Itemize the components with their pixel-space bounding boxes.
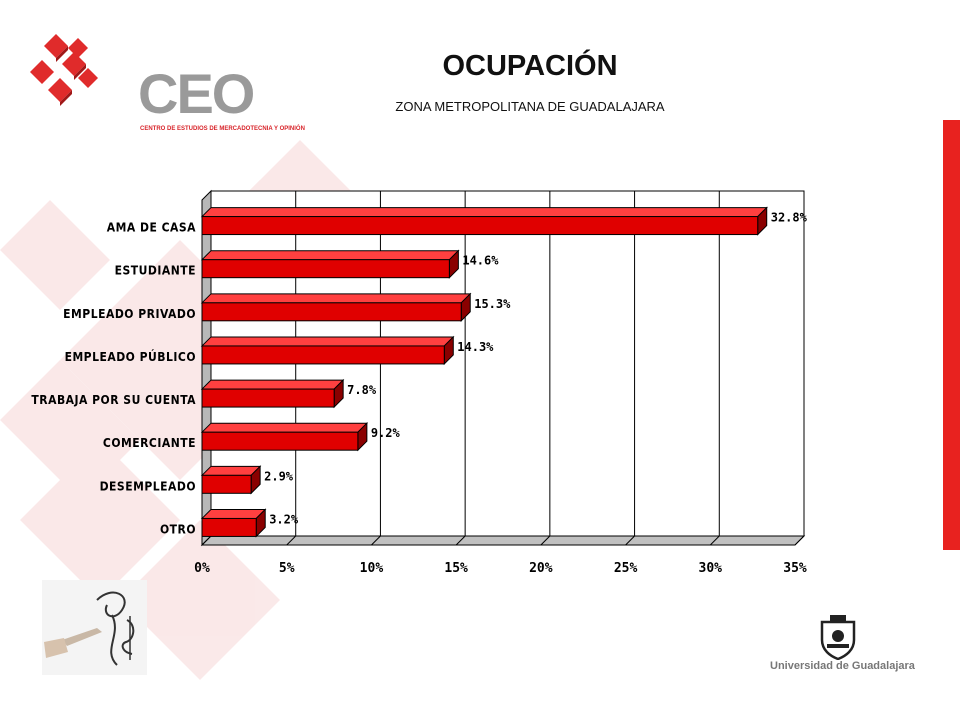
category-label: ESTUDIANTE — [115, 264, 196, 278]
data-label: 9.2% — [371, 426, 401, 440]
x-tick-label: 5% — [279, 561, 295, 576]
x-tick-label: 25% — [614, 561, 638, 576]
bar — [201, 517, 257, 537]
category-label: COMERCIANTE — [103, 436, 196, 450]
floor-gridline — [709, 535, 720, 546]
x-tick-label: 10% — [360, 561, 384, 576]
x-tick-label: 20% — [529, 561, 553, 576]
bar-top — [200, 508, 267, 519]
x-tick-label: 35% — [783, 561, 807, 576]
bar-top — [200, 422, 369, 433]
bar-top — [200, 379, 345, 390]
data-label: 14.3% — [457, 340, 494, 354]
bar — [201, 474, 252, 494]
x-tick-label: 15% — [444, 561, 468, 576]
data-label: 15.3% — [474, 297, 511, 311]
category-label: TRABAJA POR SU CUENTA — [31, 393, 196, 407]
floor-gridline — [371, 535, 381, 546]
bar — [201, 345, 445, 365]
bar — [201, 388, 335, 408]
bar-top — [200, 293, 472, 304]
data-label: 2.9% — [264, 469, 294, 483]
bar — [201, 216, 759, 236]
university-name: Universidad de Guadalajara — [770, 660, 915, 672]
data-label: 14.6% — [462, 254, 499, 268]
data-label: 3.2% — [269, 512, 299, 526]
bar — [201, 259, 450, 279]
bar-top — [200, 465, 262, 476]
accent-stripe — [943, 120, 960, 550]
category-label: EMPLEADO PÚBLICO — [65, 349, 196, 364]
page-subtitle: ZONA METROPOLITANA DE GUADALAJARA — [395, 99, 665, 114]
bar-top — [200, 207, 768, 218]
category-label: DESEMPLEADO — [100, 479, 196, 493]
data-label: 32.8% — [771, 211, 808, 225]
ceo-diamond-icon — [30, 34, 98, 106]
x-tick-label: 0% — [194, 561, 210, 576]
data-label: 7.8% — [347, 383, 377, 397]
category-label: AMA DE CASA — [107, 221, 196, 235]
university-crest-icon — [820, 615, 856, 660]
floor-gridline — [455, 535, 466, 546]
floor-gridline — [794, 535, 805, 546]
logo-wordmark: CEO — [138, 62, 255, 125]
floor-gridline — [201, 535, 212, 546]
category-label: EMPLEADO PRIVADO — [63, 307, 196, 321]
x-tick-label: 30% — [699, 561, 723, 576]
bar-top — [200, 336, 455, 347]
page-title: OCUPACIÓN — [442, 50, 618, 82]
logo-tagline: CENTRO DE ESTUDIOS DE MERCADOTECNIA Y OP… — [140, 126, 305, 132]
ceo-logo: CEO CENTRO DE ESTUDIOS DE MERCADOTECNIA … — [30, 30, 305, 132]
signature-emblem — [42, 580, 147, 675]
floor-gridline — [540, 535, 551, 546]
bar — [201, 302, 462, 322]
plot-floor — [200, 535, 806, 546]
floor-gridline — [286, 535, 297, 546]
bar-top — [200, 250, 460, 261]
floor-gridline — [625, 535, 635, 546]
bar — [201, 431, 359, 451]
category-label: OTRO — [160, 522, 196, 536]
